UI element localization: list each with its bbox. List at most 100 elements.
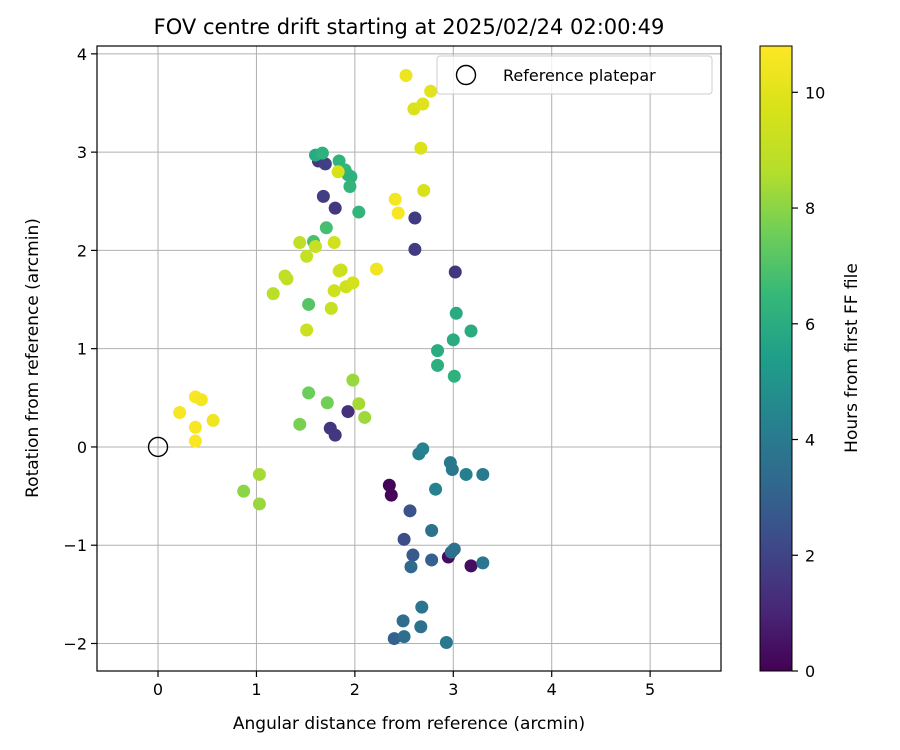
data-point <box>344 170 358 184</box>
data-point <box>416 442 430 456</box>
data-point <box>414 141 428 155</box>
chart-title: FOV centre drift starting at 2025/02/24 … <box>154 15 665 39</box>
data-point <box>429 482 443 496</box>
data-point <box>448 265 462 279</box>
y-tick-label: 2 <box>77 241 87 260</box>
data-point <box>447 542 461 556</box>
data-point <box>280 272 294 286</box>
data-point <box>188 434 202 448</box>
colorbar-tick-label: 2 <box>805 546 815 565</box>
x-axis-label: Angular distance from reference (arcmin) <box>233 714 585 734</box>
data-point <box>415 600 429 614</box>
data-point <box>302 386 316 400</box>
data-point <box>459 467 473 481</box>
colorbar-tick-label: 8 <box>805 199 815 218</box>
data-point <box>173 406 187 420</box>
y-tick-label: −1 <box>63 536 87 555</box>
data-point <box>300 249 314 263</box>
data-point <box>408 242 422 256</box>
colorbar-gradient <box>759 45 793 672</box>
data-point <box>416 97 430 111</box>
data-point <box>446 333 460 347</box>
data-point <box>476 467 490 481</box>
data-point <box>425 553 439 567</box>
legend-reference-marker <box>455 64 477 86</box>
data-point <box>320 396 334 410</box>
data-point <box>302 297 316 311</box>
data-point <box>319 221 333 235</box>
legend-entry-label: Reference platepar <box>503 66 656 85</box>
colorbar-tick-label: 4 <box>805 431 815 450</box>
data-point <box>431 344 445 358</box>
data-point <box>293 417 307 431</box>
data-point <box>439 636 453 650</box>
x-tick-label: 1 <box>251 680 261 699</box>
y-tick-label: 0 <box>77 438 87 457</box>
colorbar-tick-label: 10 <box>805 83 825 102</box>
x-tick-label: 5 <box>645 680 655 699</box>
data-point <box>328 201 342 215</box>
x-tick-label: 2 <box>350 680 360 699</box>
data-point <box>324 301 338 315</box>
x-tick-label: 3 <box>448 680 458 699</box>
data-point <box>327 284 341 298</box>
colorbar-tick-label: 0 <box>805 662 815 681</box>
x-axis-ticks: 0 1 2 3 4 5 <box>153 671 655 699</box>
y-axis-label: Rotation from reference (arcmin) <box>23 218 43 498</box>
y-tick-label: 4 <box>77 45 87 64</box>
data-point <box>414 620 428 634</box>
data-point <box>237 484 251 498</box>
data-point <box>396 614 410 628</box>
data-point <box>388 192 402 206</box>
data-point <box>352 397 366 411</box>
data-point <box>318 157 332 171</box>
y-tick-label: 3 <box>77 143 87 162</box>
data-point <box>352 205 366 219</box>
data-point <box>300 323 314 337</box>
data-point <box>445 463 459 477</box>
y-axis-ticks: −2 −1 0 1 2 3 4 <box>63 45 97 653</box>
data-point <box>206 413 220 427</box>
colorbar-label: Hours from first FF file <box>842 263 862 453</box>
data-point <box>397 532 411 546</box>
grid <box>97 46 721 671</box>
data-point <box>399 68 413 82</box>
data-point <box>316 189 330 203</box>
data-point <box>346 276 360 290</box>
data-point <box>370 262 384 276</box>
reference-marker-group <box>147 436 169 458</box>
data-point <box>266 287 280 301</box>
data-points <box>173 68 490 650</box>
data-point <box>476 556 490 570</box>
data-point <box>315 146 329 160</box>
legend: Reference platepar <box>436 55 713 95</box>
data-point <box>327 236 341 250</box>
data-point <box>194 393 208 407</box>
data-point <box>464 324 478 338</box>
data-point <box>343 180 357 194</box>
data-point <box>424 84 438 98</box>
data-point <box>447 369 461 383</box>
reference-platepar-marker <box>147 436 169 458</box>
data-point <box>417 183 431 197</box>
colorbar-tick-label: 6 <box>805 315 815 334</box>
data-point <box>387 632 401 646</box>
data-point <box>334 263 348 277</box>
data-point <box>403 504 417 518</box>
data-point <box>328 428 342 442</box>
colorbar-ticks: 0 2 4 6 8 10 <box>792 83 825 681</box>
data-point <box>252 467 266 481</box>
data-point <box>188 420 202 434</box>
colorbar: 0 2 4 6 8 10 Hours from first FF file <box>759 45 862 681</box>
data-point <box>449 306 463 320</box>
y-tick-label: 1 <box>77 340 87 359</box>
data-point <box>404 560 418 574</box>
data-point <box>397 630 411 644</box>
data-point <box>406 548 420 562</box>
data-point <box>382 478 396 492</box>
data-point <box>391 206 405 220</box>
data-point <box>358 410 372 424</box>
x-tick-label: 4 <box>547 680 557 699</box>
y-tick-label: −2 <box>63 634 87 653</box>
